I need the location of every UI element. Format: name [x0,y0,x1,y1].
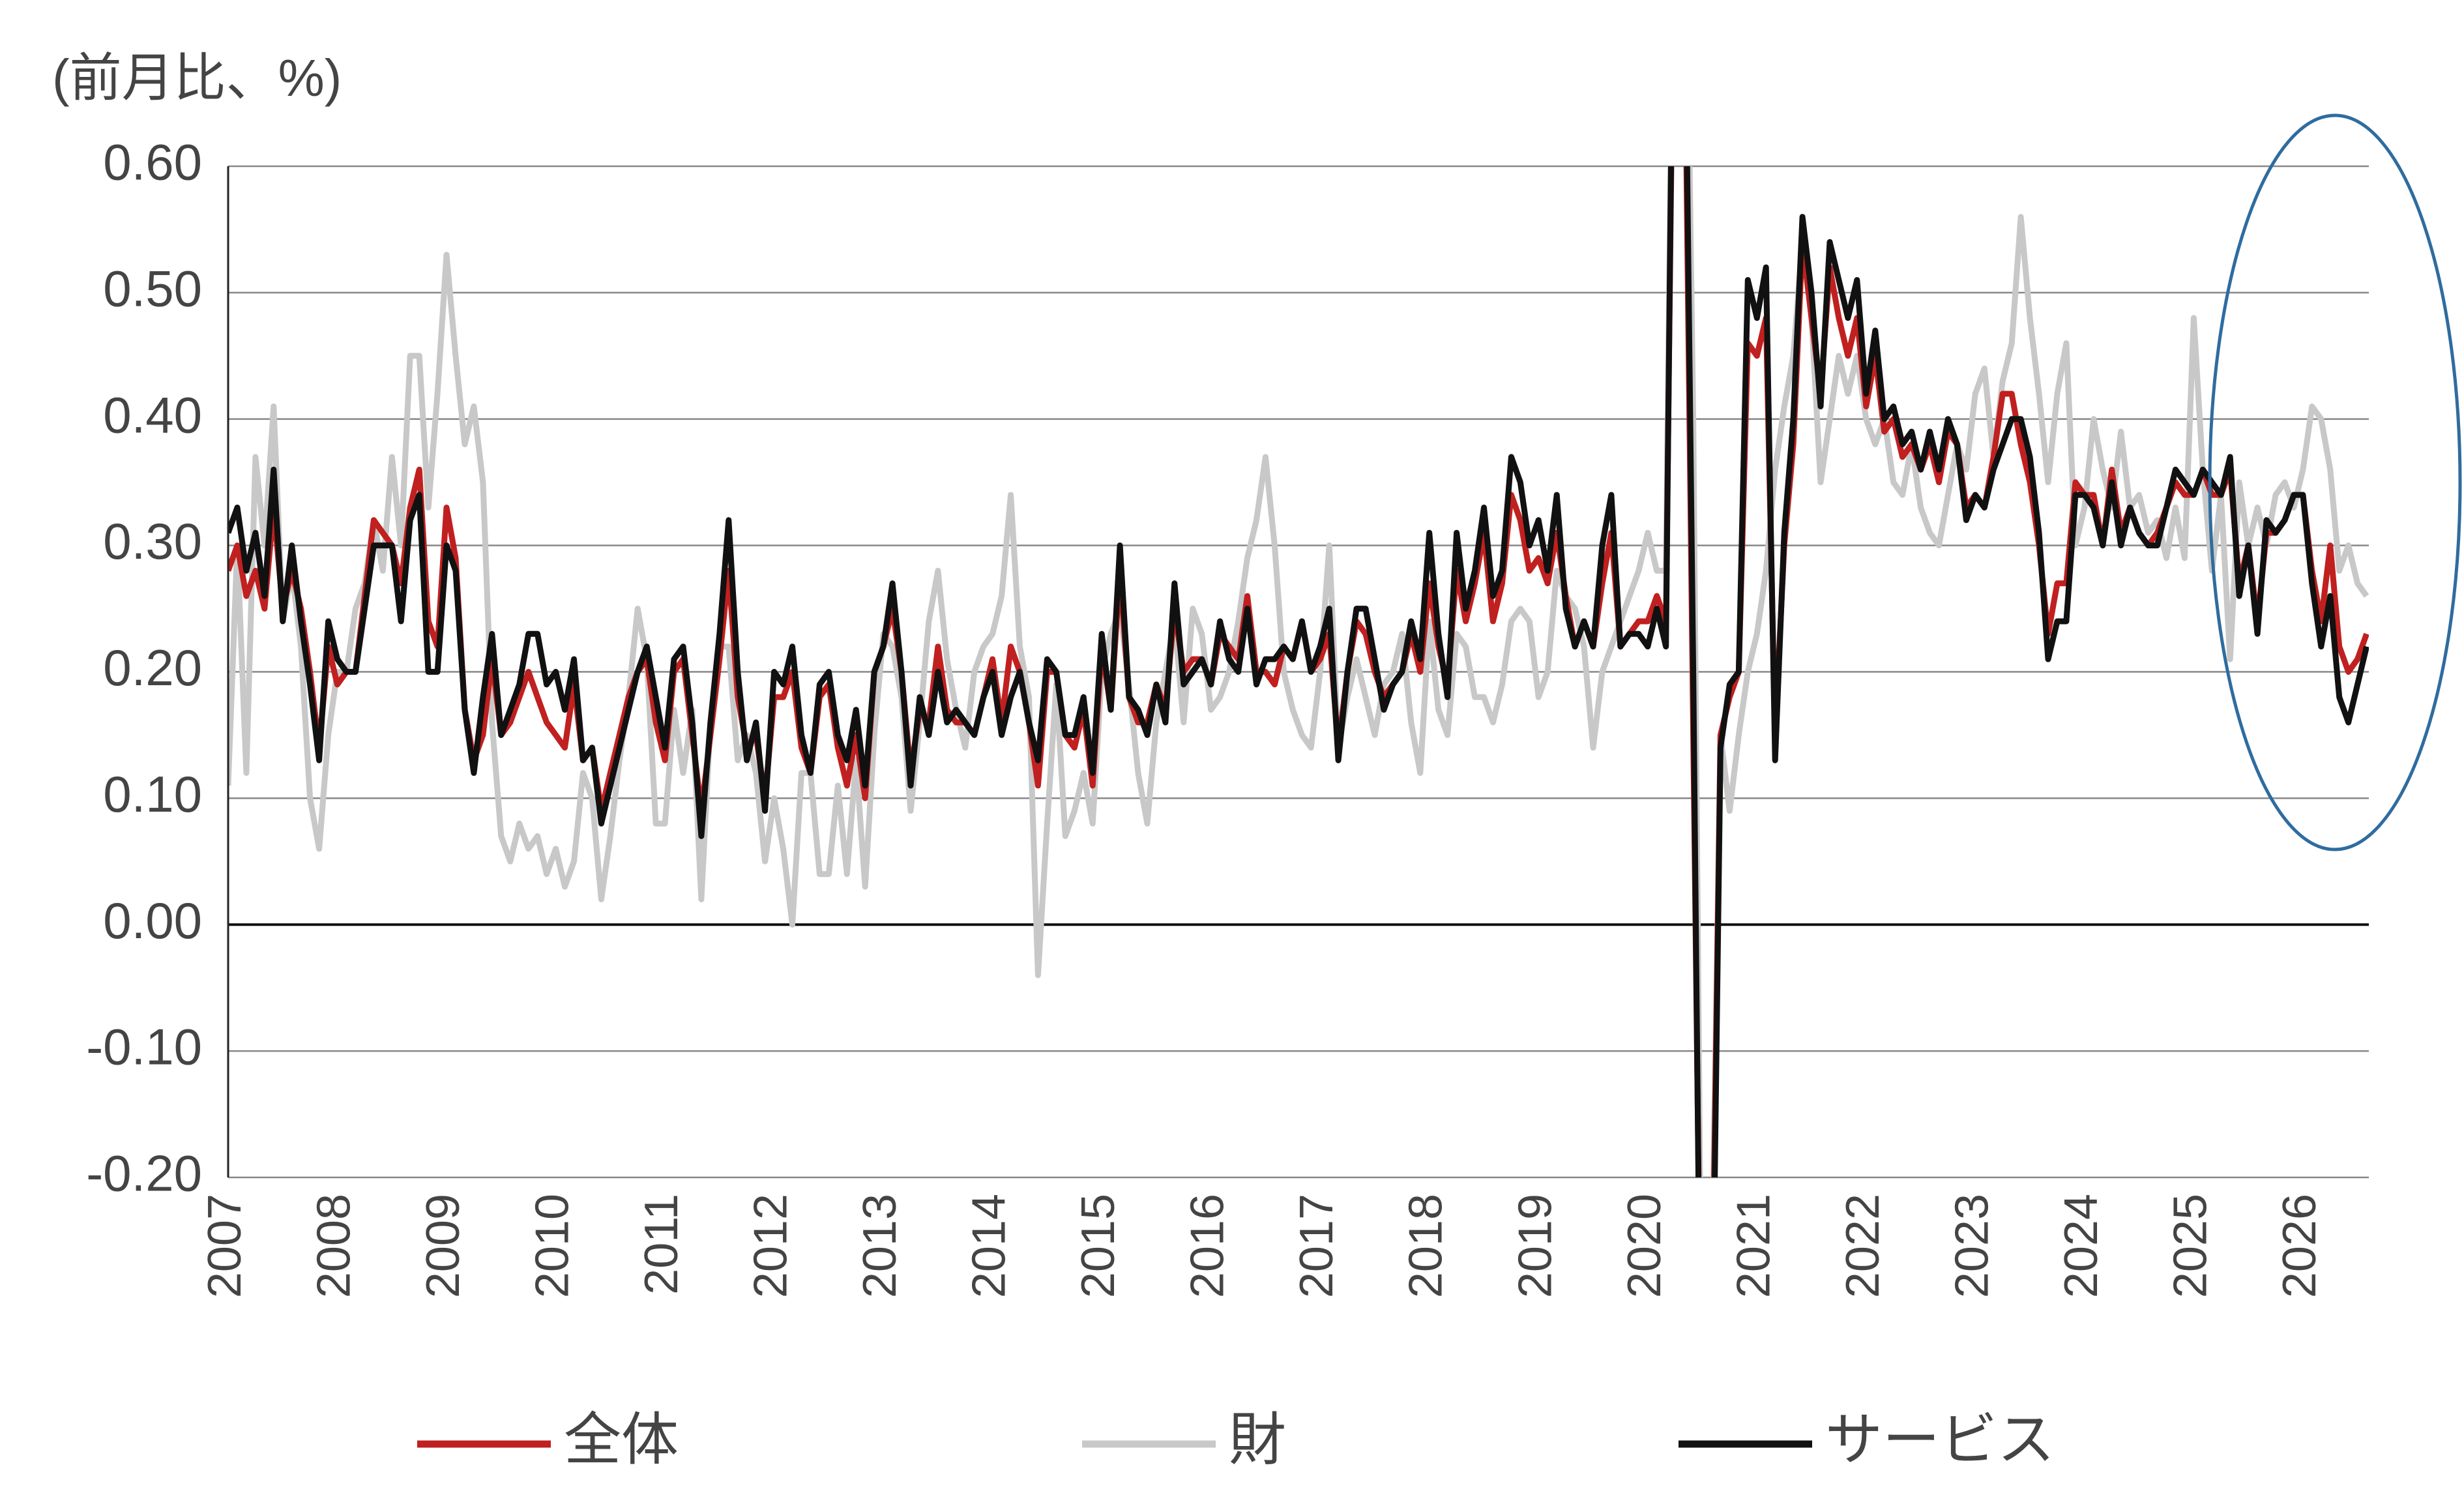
x-tick-label: 2023 [1946,1194,1998,1298]
plot-area [228,166,2369,1177]
y-tick-label: 0.20 [103,639,202,696]
y-tick-label: -0.20 [86,1145,202,1202]
y-tick-label: 0.60 [103,134,202,191]
x-tick-label: 2022 [1837,1194,1889,1298]
x-tick-label: 2009 [417,1194,469,1298]
highlight-ellipse [2208,113,2462,851]
legend-label: 財 [1229,1407,1286,1471]
legend-label: サービス [1825,1407,2055,1471]
x-tick-label: 2017 [1291,1194,1343,1298]
y-tick-label: 0.10 [103,765,202,823]
y-tick-label: 0.50 [103,259,202,317]
x-tick-label: 2011 [636,1194,688,1295]
x-tick-label: 2016 [1182,1194,1234,1298]
x-tick-label: 2014 [963,1194,1016,1298]
chart-title: (前月比、%) [52,49,342,107]
series-line [228,166,2369,1177]
x-tick-label: 2007 [199,1194,251,1298]
x-tick-label: 2010 [527,1194,579,1298]
y-tick-label: 0.40 [103,386,202,443]
x-tick-label: 2024 [2055,1194,2107,1298]
x-tick-label: 2019 [1509,1194,1561,1298]
x-tick-label: 2018 [1400,1194,1452,1298]
x-tick-label: 2012 [745,1194,797,1298]
y-tick-label: -0.10 [86,1018,202,1076]
x-tick-label: 2025 [2164,1194,2216,1298]
x-tick-label: 2013 [854,1194,906,1298]
x-tick-label: 2020 [1619,1194,1671,1298]
series-line [228,166,2369,1177]
x-tick-label: 2008 [308,1194,360,1298]
y-tick-label: 0.30 [103,512,202,570]
y-tick-label: 0.00 [103,892,202,949]
x-tick-label: 2021 [1727,1194,1780,1298]
x-tick-label: 2015 [1072,1194,1124,1298]
labels: -0.20 -0.10 0.00 0.10 0.20 0.30 0.40 0.50 0.60 20… [86,134,2326,1472]
x-tick-label: 2026 [2274,1194,2326,1298]
legend-label: 全体 [564,1407,679,1471]
